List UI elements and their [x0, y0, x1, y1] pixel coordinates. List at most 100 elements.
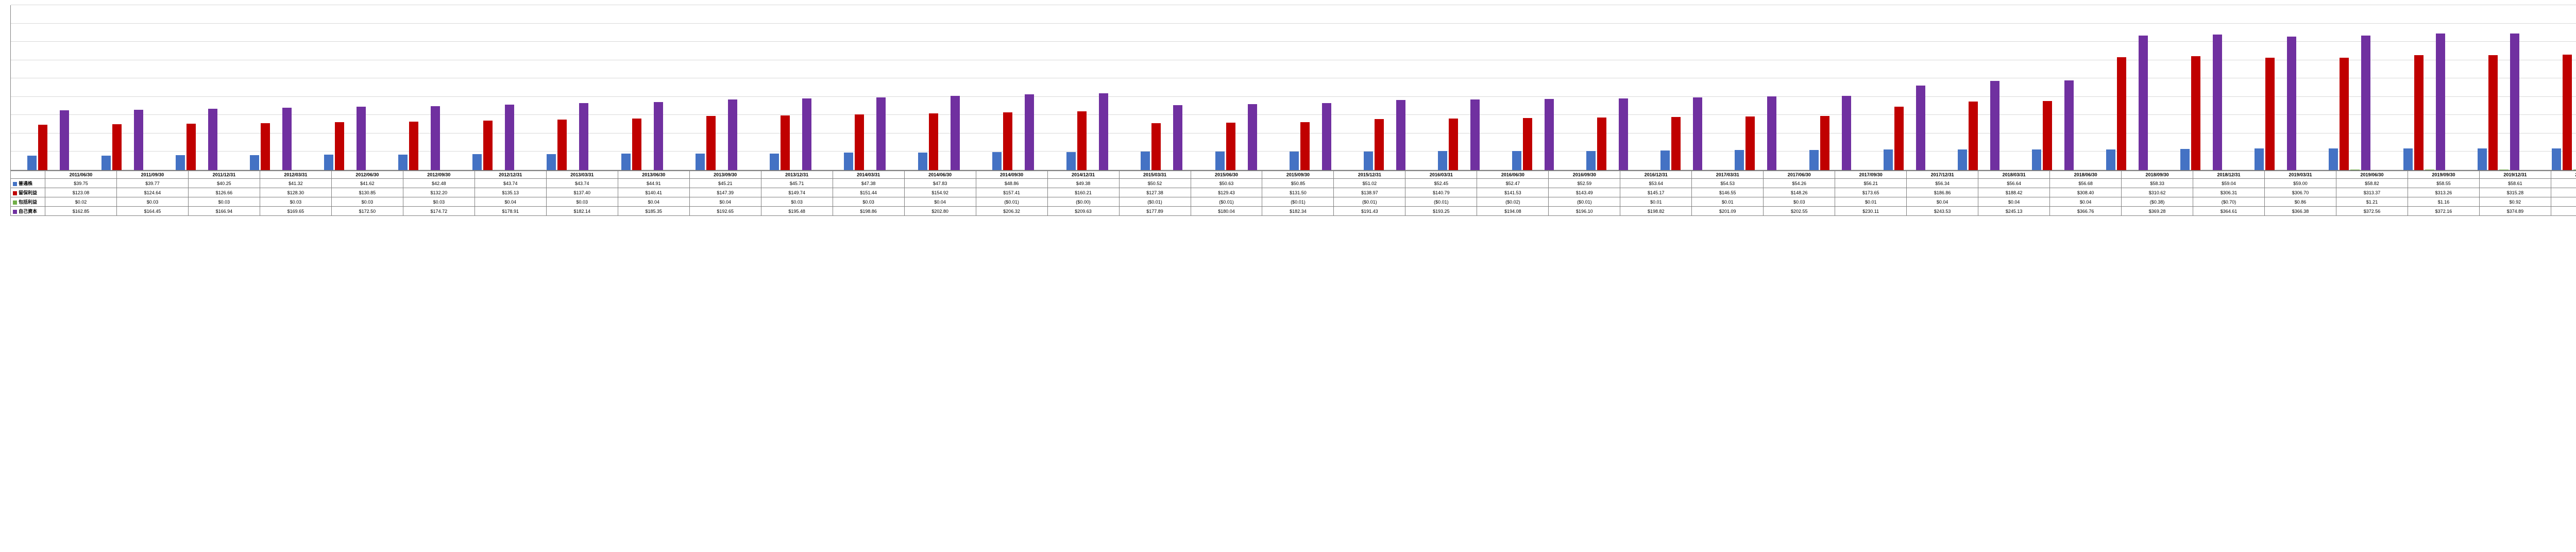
data-table: 2011/06/302011/09/302011/12/312012/03/31…: [10, 171, 2576, 216]
data-cell: $43.74: [474, 179, 546, 188]
column-header: 2015/06/30: [1191, 171, 1262, 179]
bar-group: [1645, 5, 1719, 170]
data-cell: $56.34: [1907, 179, 1978, 188]
row-label: 留保利益: [19, 190, 37, 195]
data-cell: $0.01: [1692, 197, 1764, 207]
table-row: 自己資本$162.85$164.45$166.94$169.65$172.50$…: [11, 207, 2576, 216]
data-cell: $129.43: [1191, 188, 1262, 197]
data-cell: $364.61: [2193, 207, 2265, 216]
bar: [1745, 116, 1755, 170]
data-cell: $0.03: [188, 197, 260, 207]
column-header: 2018/06/30: [2050, 171, 2122, 179]
data-cell: $191.43: [1334, 207, 1405, 216]
data-cell: $160.21: [1047, 188, 1119, 197]
data-cell: $52.59: [1549, 179, 1620, 188]
data-cell: $313.97: [2551, 188, 2576, 197]
column-header: 2020/03/31: [2551, 171, 2576, 179]
bar: [2340, 58, 2349, 170]
data-cell: $50.63: [1191, 179, 1262, 188]
bar: [60, 110, 69, 170]
bar: [621, 154, 631, 170]
bar: [1449, 119, 1458, 170]
bar: [1958, 149, 1967, 170]
row-swatch: [13, 200, 17, 205]
bar: [2403, 148, 2413, 170]
column-header: 2018/09/30: [2122, 171, 2193, 179]
table-row: 留保利益$123.08$124.64$126.66$128.30$130.85$…: [11, 188, 2576, 197]
bar-group: [753, 5, 827, 170]
data-cell: $48.86: [976, 179, 1047, 188]
bar: [112, 124, 122, 170]
bar: [1173, 105, 1182, 170]
bar: [2287, 37, 2296, 170]
data-cell: $0.01: [1835, 197, 1907, 207]
data-cell: $201.09: [1692, 207, 1764, 216]
data-cell: $123.08: [45, 188, 117, 197]
row-label: 自己資本: [19, 209, 37, 214]
data-cell: $0.03: [260, 197, 331, 207]
bar: [2213, 35, 2222, 170]
bar-group: [85, 5, 159, 170]
bar-group: [2313, 5, 2387, 170]
column-header: 2014/06/30: [904, 171, 976, 179]
row-swatch: [13, 210, 17, 214]
bar: [1523, 118, 1532, 170]
bar: [1671, 117, 1681, 170]
bar: [208, 109, 217, 170]
column-header: 2013/09/30: [689, 171, 761, 179]
data-cell: $315.28: [2479, 188, 2551, 197]
data-cell: $209.63: [1047, 207, 1119, 216]
data-cell: $130.85: [331, 188, 403, 197]
bar: [2180, 149, 2190, 170]
column-header: 2012/03/31: [260, 171, 331, 179]
data-cell: $51.02: [1334, 179, 1405, 188]
data-cell: $54.26: [1764, 179, 1835, 188]
bar: [1003, 112, 1012, 170]
data-cell: ($0.01): [1334, 197, 1405, 207]
data-cell: $124.64: [116, 188, 188, 197]
bar: [1396, 100, 1405, 170]
bar-group: [1793, 5, 1867, 170]
bar: [1290, 152, 1299, 170]
data-cell: $39.75: [45, 179, 117, 188]
column-header: 2016/06/30: [1477, 171, 1549, 179]
bar: [1545, 99, 1554, 170]
data-cell: $56.21: [1835, 179, 1907, 188]
row-header: 自己資本: [11, 207, 45, 216]
data-cell: $0.03: [833, 197, 904, 207]
bar: [250, 155, 259, 170]
bar-group: [1125, 5, 1199, 170]
row-swatch: [13, 191, 17, 195]
data-cell: $0.86: [2265, 197, 2336, 207]
data-cell: $206.32: [976, 207, 1047, 216]
data-cell: $56.68: [2050, 179, 2122, 188]
bar-group: [11, 5, 85, 170]
column-header: 2019/06/30: [2336, 171, 2408, 179]
column-header: 2019/09/30: [2408, 171, 2479, 179]
data-cell: ($0.01): [1405, 197, 1477, 207]
bar: [1300, 122, 1310, 171]
data-cell: ($0.02): [1477, 197, 1549, 207]
bar: [770, 154, 779, 171]
column-header: 2017/06/30: [1764, 171, 1835, 179]
data-cell: $173.65: [1835, 188, 1907, 197]
row-header: 包括利益: [11, 197, 45, 207]
data-cell: $44.91: [618, 179, 689, 188]
bar-group: [1050, 5, 1125, 170]
bar: [728, 99, 737, 170]
data-cell: ($0.01): [1549, 197, 1620, 207]
data-cell: $188.42: [1978, 188, 2050, 197]
data-cell: ($0.70): [2193, 197, 2265, 207]
bar-group: [1570, 5, 1645, 170]
data-cell: $196.10: [1549, 207, 1620, 216]
bar-group: [1273, 5, 1347, 170]
bar: [1735, 150, 1744, 170]
bar-group: [605, 5, 679, 170]
bar: [855, 114, 864, 170]
bar: [951, 96, 960, 170]
bar: [929, 113, 938, 170]
bar: [1248, 104, 1257, 170]
bar-group: [1941, 5, 2015, 170]
data-cell: $59.04: [2193, 179, 2265, 188]
bar-group: [308, 5, 382, 170]
